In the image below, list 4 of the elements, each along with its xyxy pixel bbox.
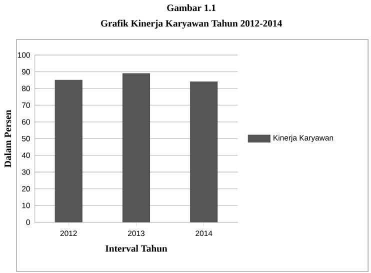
y-axis-title: Dalam Persen: [4, 110, 12, 168]
chart-subtitle: Grafik Kinerja Karyawan Tahun 2012-2014: [100, 20, 282, 28]
x-axis-title: Interval Tahun: [105, 244, 168, 252]
chart-title: Gambar 1.1: [167, 4, 216, 11]
